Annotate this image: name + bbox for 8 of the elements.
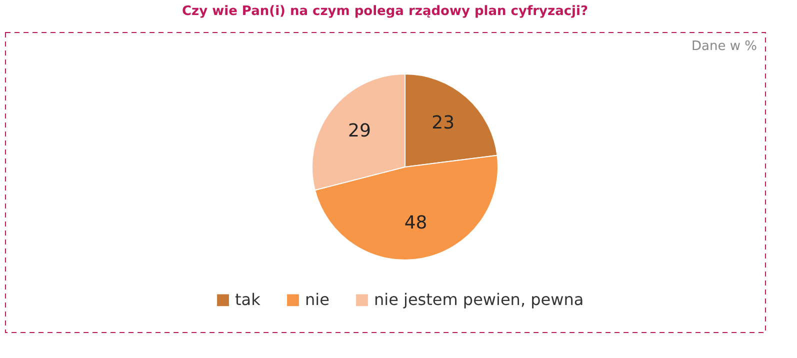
data-label: 23 bbox=[432, 112, 455, 134]
data-label: 29 bbox=[348, 120, 371, 142]
legend-label: tak bbox=[235, 290, 262, 310]
legend-label: nie jestem pewien, pewna bbox=[374, 290, 584, 310]
text: Dane w % bbox=[692, 39, 757, 54]
chart-title: Czy wie Pan(i) na czym polega rządowy plan cyfryzacji? bbox=[182, 4, 588, 19]
legend-label: nie bbox=[305, 290, 330, 310]
data-label: 48 bbox=[404, 212, 428, 234]
